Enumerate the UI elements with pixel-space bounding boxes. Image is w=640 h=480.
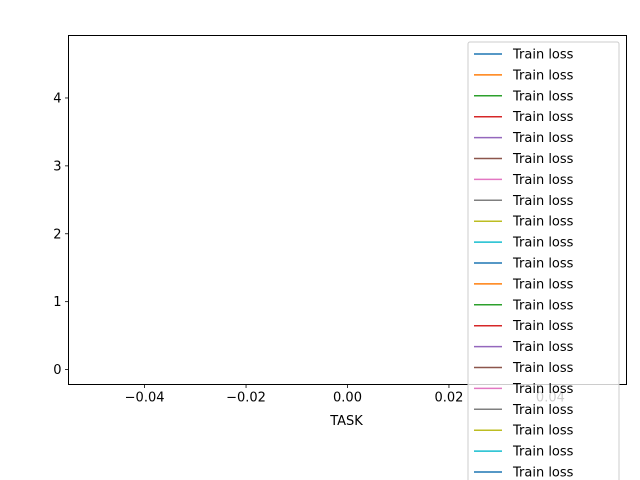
x-axis-label: TASK	[329, 414, 363, 429]
y-tick-label: 3	[53, 159, 61, 174]
legend-box	[467, 41, 620, 480]
x-tick-label: −0.04	[125, 391, 165, 406]
y-tick-label: 1	[53, 295, 61, 310]
x-tick-label: 0.02	[434, 391, 463, 406]
legend-label: Train loss	[512, 173, 574, 188]
legend-label: Train loss	[512, 298, 574, 313]
legend-label: Train loss	[512, 110, 574, 125]
legend-label: Train loss	[512, 257, 574, 272]
y-axis-ticks: 0 1 2 3 4	[53, 91, 69, 378]
legend-label: Train loss	[512, 277, 574, 292]
x-tick-label: −0.02	[226, 391, 266, 406]
legend: Train loss Train loss Train loss Train loss…	[467, 41, 620, 480]
y-tick-label: 4	[53, 91, 61, 106]
legend-label: Train loss	[512, 236, 574, 251]
legend-label: Train loss	[512, 403, 574, 418]
legend-label: Train loss	[512, 382, 574, 397]
legend-label: Train loss	[512, 152, 574, 167]
legend-label: Train loss	[512, 361, 574, 376]
legend-label: Train loss	[512, 424, 574, 439]
legend-label: Train loss	[512, 89, 574, 104]
x-tick-label: 0.00	[333, 391, 362, 406]
legend-label: Train loss	[512, 215, 574, 230]
legend-label: Train loss	[512, 48, 574, 63]
y-tick-label: 0	[53, 363, 61, 378]
legend-label: Train loss	[512, 68, 574, 83]
legend-label: Train loss	[512, 131, 574, 146]
legend-label: Train loss	[512, 445, 574, 460]
legend-label: Train loss	[512, 194, 574, 209]
y-tick-label: 2	[53, 227, 61, 242]
legend-label: Train loss	[512, 340, 574, 355]
legend-label: Train loss	[512, 466, 574, 480]
legend-label: Train loss	[512, 319, 574, 334]
